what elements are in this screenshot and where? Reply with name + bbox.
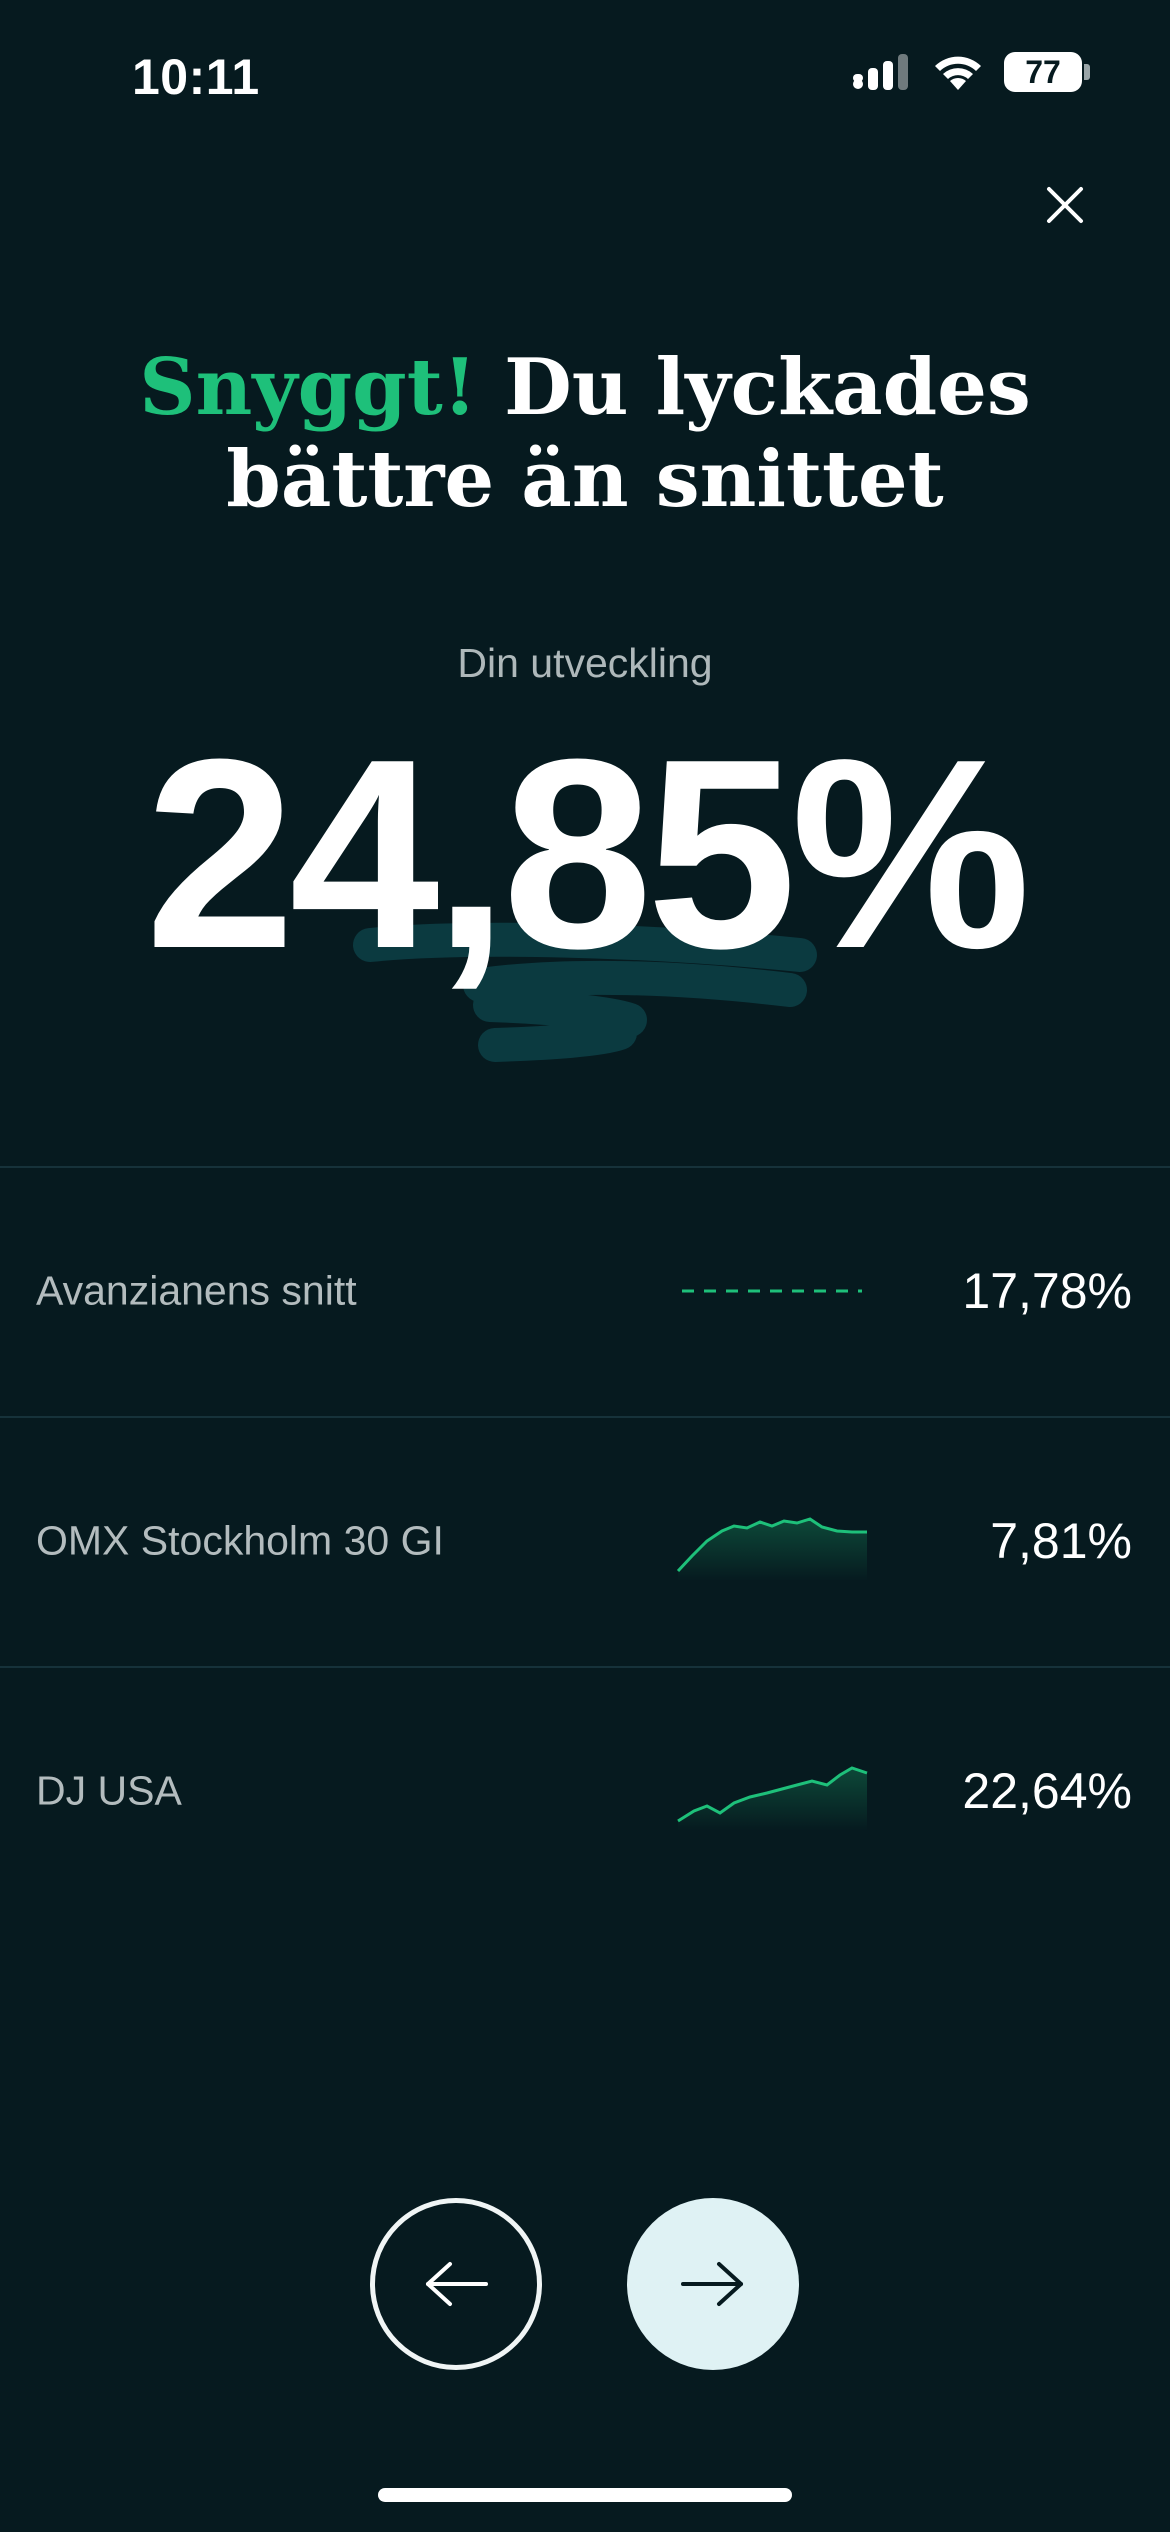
dashed-line-chart xyxy=(682,1289,862,1293)
comparison-name: Avanzianens snitt xyxy=(36,1267,357,1314)
status-bar: 10:11 77 xyxy=(0,0,1170,150)
close-button[interactable] xyxy=(1035,175,1095,235)
battery-icon: 77 xyxy=(1004,52,1082,92)
sparkline-chart xyxy=(676,1517,867,1581)
performance-value: 24,85% xyxy=(145,704,1031,1005)
comparison-row-omx: OMX Stockholm 30 GI 7,81% xyxy=(0,1418,1170,1664)
scribble-decoration xyxy=(353,922,817,1062)
home-indicator[interactable] xyxy=(378,2488,792,2502)
sparkline-chart xyxy=(677,1766,868,1831)
comparison-value: 17,78% xyxy=(962,1263,1132,1319)
comparison-value: 7,81% xyxy=(990,1513,1132,1569)
battery-level: 77 xyxy=(1025,53,1061,90)
next-button[interactable] xyxy=(627,2198,799,2370)
divider xyxy=(0,1666,1170,1668)
headline-accent: Snyggt! xyxy=(139,342,477,433)
battery-indicator: 77 xyxy=(1004,52,1090,92)
comparison-value: 22,64% xyxy=(962,1763,1132,1819)
battery-cap xyxy=(1084,64,1090,80)
close-icon xyxy=(1047,187,1083,223)
wifi-icon xyxy=(935,56,981,90)
status-time: 10:11 xyxy=(132,49,260,105)
arrow-left-icon xyxy=(426,2262,488,2306)
comparison-name: DJ USA xyxy=(36,1767,182,1814)
status-icons: 77 xyxy=(852,52,1090,92)
divider xyxy=(0,1166,1170,1168)
divider xyxy=(0,1416,1170,1418)
arrow-right-icon xyxy=(681,2262,743,2306)
headline-rest: Du lyckades xyxy=(476,342,1031,433)
previous-button[interactable] xyxy=(370,2198,542,2370)
headline-line-2: bättre än snittet xyxy=(226,434,944,525)
headline-line-1: Snyggt! Du lyckades xyxy=(0,342,1170,434)
comparison-name: OMX Stockholm 30 GI xyxy=(36,1517,444,1564)
headline: Snyggt! Du lyckades bättre än snittet xyxy=(0,342,1170,526)
comparison-row-average: Avanzianens snitt 17,78% xyxy=(0,1168,1170,1414)
metric-label: Din utveckling xyxy=(457,640,713,686)
signal-icon xyxy=(853,54,908,90)
comparison-row-djusa: DJ USA 22,64% xyxy=(0,1668,1170,1914)
